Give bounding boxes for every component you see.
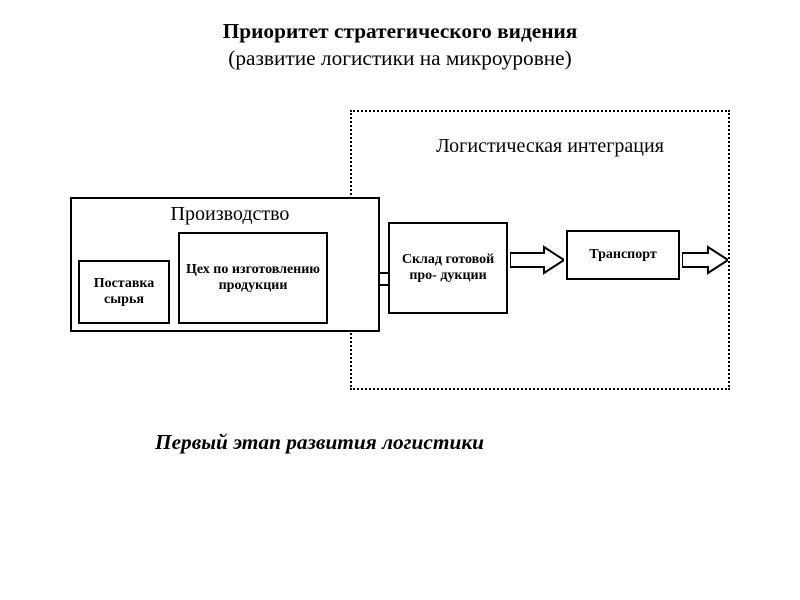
node-supply-label: Поставка сырья <box>84 276 164 308</box>
arrow-transport-out <box>682 245 728 275</box>
arrow-warehouse-to-transport <box>510 245 564 275</box>
diagram-canvas: Приоритет стратегического видения (разви… <box>0 0 800 600</box>
node-supply: Поставка сырья <box>78 260 170 324</box>
logistic-integration-label: Логистическая интеграция <box>400 135 700 158</box>
node-transport: Транспорт <box>566 230 680 280</box>
title-block: Приоритет стратегического видения (разви… <box>0 18 800 71</box>
production-label: Производство <box>150 203 310 226</box>
node-transport-label: Транспорт <box>589 247 656 263</box>
title-line2: (развитие логистики на микроуровне) <box>0 45 800 72</box>
node-workshop-label: Цех по изготовлению продукции <box>184 262 322 294</box>
node-warehouse-label: Склад готовой про- дукции <box>394 252 502 284</box>
node-warehouse: Склад готовой про- дукции <box>388 222 508 314</box>
title-line1: Приоритет стратегического видения <box>0 18 800 45</box>
connector-prod-to-warehouse-bot <box>380 284 388 286</box>
node-workshop: Цех по изготовлению продукции <box>178 232 328 324</box>
caption: Первый этап развития логистики <box>155 430 484 455</box>
connector-prod-to-warehouse-top <box>380 272 388 274</box>
